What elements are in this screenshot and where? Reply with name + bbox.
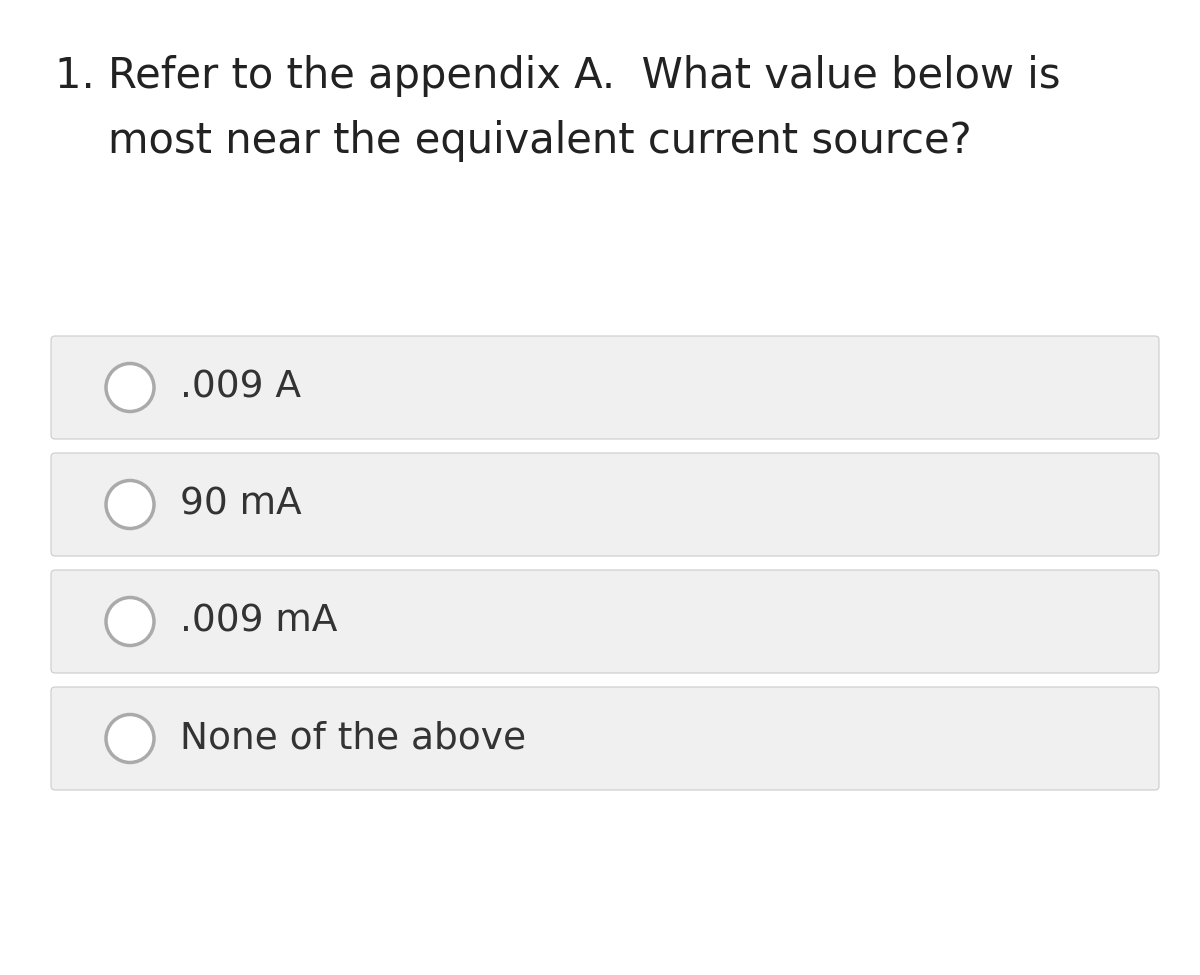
Text: .009 mA: .009 mA [180,604,337,640]
Circle shape [106,598,154,645]
Text: .009 A: .009 A [180,370,301,406]
FancyBboxPatch shape [50,453,1159,556]
FancyBboxPatch shape [50,336,1159,439]
FancyBboxPatch shape [50,687,1159,790]
Text: most near the equivalent current source?: most near the equivalent current source? [55,120,972,162]
Text: 1. Refer to the appendix A.  What value below is: 1. Refer to the appendix A. What value b… [55,55,1061,97]
Text: 90 mA: 90 mA [180,487,301,523]
Circle shape [106,715,154,762]
Circle shape [106,364,154,411]
Circle shape [106,481,154,528]
FancyBboxPatch shape [50,570,1159,673]
Text: None of the above: None of the above [180,721,526,757]
